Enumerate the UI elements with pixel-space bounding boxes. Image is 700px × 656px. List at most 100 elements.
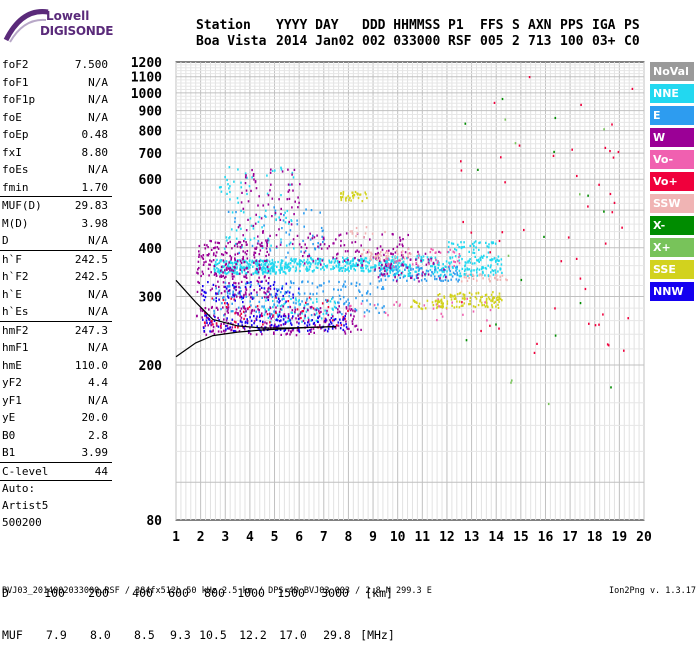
- data-point-vo: [260, 314, 262, 317]
- data-point-e: [425, 279, 428, 282]
- param-row: foEp 0.48: [0, 126, 112, 144]
- data-point-nne: [390, 265, 392, 268]
- data-point-w: [270, 168, 272, 171]
- data-point-e: [447, 279, 450, 282]
- data-point-e: [229, 292, 231, 295]
- data-point-sse: [452, 295, 454, 298]
- data-point-nnw: [326, 330, 329, 333]
- data-point-e: [358, 289, 360, 292]
- data-point-w: [220, 274, 222, 277]
- data-point-nne: [319, 257, 322, 261]
- data-point-nne: [218, 186, 221, 189]
- data-point-nne: [283, 267, 286, 270]
- data-point-w: [248, 331, 250, 334]
- data-point-w: [351, 241, 353, 244]
- data-point-sse: [501, 299, 503, 302]
- data-point-sse: [470, 293, 473, 296]
- y-tick-label: 400: [139, 242, 163, 257]
- data-point-w: [208, 274, 210, 277]
- data-point-vo: [438, 305, 440, 308]
- data-point-nnw: [202, 285, 204, 288]
- data-point-nne: [409, 272, 412, 275]
- data-point-nne: [284, 221, 287, 224]
- data-point-w: [247, 200, 250, 203]
- data-point-w: [240, 201, 243, 204]
- data-point-w: [253, 256, 256, 259]
- data-point-w: [255, 267, 258, 271]
- data-point-vo: [528, 76, 531, 79]
- data-point-nne: [274, 261, 276, 264]
- data-point-nnw: [209, 330, 211, 333]
- data-point-w: [293, 213, 295, 216]
- data-point-sse: [486, 304, 488, 307]
- data-point-sse: [357, 196, 360, 200]
- data-point-nne: [440, 273, 442, 276]
- data-point-w: [332, 242, 334, 245]
- data-point-e: [280, 241, 282, 244]
- data-point-nnw: [250, 281, 252, 284]
- param-value: 110.0: [74, 358, 108, 372]
- data-point-w: [400, 272, 403, 275]
- data-point-e: [276, 293, 279, 296]
- data-point-w: [398, 243, 401, 246]
- data-point-e: [235, 294, 237, 297]
- data-point-nne: [360, 269, 363, 272]
- data-point-w: [276, 325, 279, 328]
- data-point-w: [260, 325, 263, 329]
- data-point-nne: [307, 316, 310, 319]
- data-point-w: [239, 268, 242, 271]
- data-point-nne: [373, 265, 375, 269]
- data-point-nnw: [317, 316, 319, 320]
- data-point-w: [320, 310, 322, 313]
- param-name: fxI: [2, 145, 22, 159]
- data-point-e: [307, 280, 309, 283]
- data-point-e: [439, 278, 441, 281]
- data-point-vo: [627, 317, 629, 320]
- data-point-vo: [607, 344, 610, 347]
- data-point-e: [318, 246, 320, 249]
- data-point-nne: [287, 262, 290, 265]
- data-point-ssw: [403, 257, 406, 260]
- data-point-sse: [481, 295, 483, 298]
- legend-item-vo: Vo+: [650, 172, 694, 191]
- data-point-nne: [467, 274, 469, 278]
- muf-value: 17.0: [279, 628, 307, 642]
- data-point-e: [284, 290, 287, 294]
- data-point-nne: [266, 241, 269, 244]
- data-point-w: [360, 328, 362, 331]
- data-point-sse: [437, 299, 440, 302]
- data-point-w: [222, 274, 224, 277]
- data-point-w: [207, 324, 209, 327]
- data-point-nnw: [304, 322, 306, 325]
- data-point-nne: [241, 271, 243, 274]
- data-point-e: [250, 295, 253, 299]
- data-point-nne: [341, 269, 343, 272]
- data-point-nnw: [244, 285, 247, 288]
- data-point-nne: [272, 266, 275, 269]
- data-point-vo: [247, 307, 249, 310]
- data-point-e: [273, 303, 276, 306]
- data-point-nne: [346, 261, 349, 264]
- data-point-e: [228, 284, 231, 287]
- data-point-e: [273, 206, 275, 209]
- data-point-nnw: [330, 316, 333, 320]
- param-name: foF1: [2, 75, 29, 89]
- data-point-nne: [330, 268, 332, 271]
- data-point-e: [290, 281, 293, 285]
- data-point-w: [298, 243, 301, 246]
- data-point-nne: [284, 302, 287, 305]
- data-point-w: [207, 267, 210, 270]
- x-tick-label: 6: [295, 530, 303, 545]
- data-point-w: [392, 247, 395, 251]
- data-point-sse: [440, 305, 442, 308]
- data-point-w: [253, 178, 255, 181]
- data-point-w: [280, 212, 282, 216]
- data-point-nne: [482, 266, 484, 269]
- data-point-w: [347, 258, 349, 262]
- data-point-nne: [253, 237, 256, 240]
- data-point-nnw: [209, 322, 211, 325]
- data-point-e: [380, 278, 382, 281]
- y-tick-label: 1100: [131, 71, 162, 86]
- data-point-vo: [305, 301, 307, 304]
- data-point-nne: [242, 261, 245, 264]
